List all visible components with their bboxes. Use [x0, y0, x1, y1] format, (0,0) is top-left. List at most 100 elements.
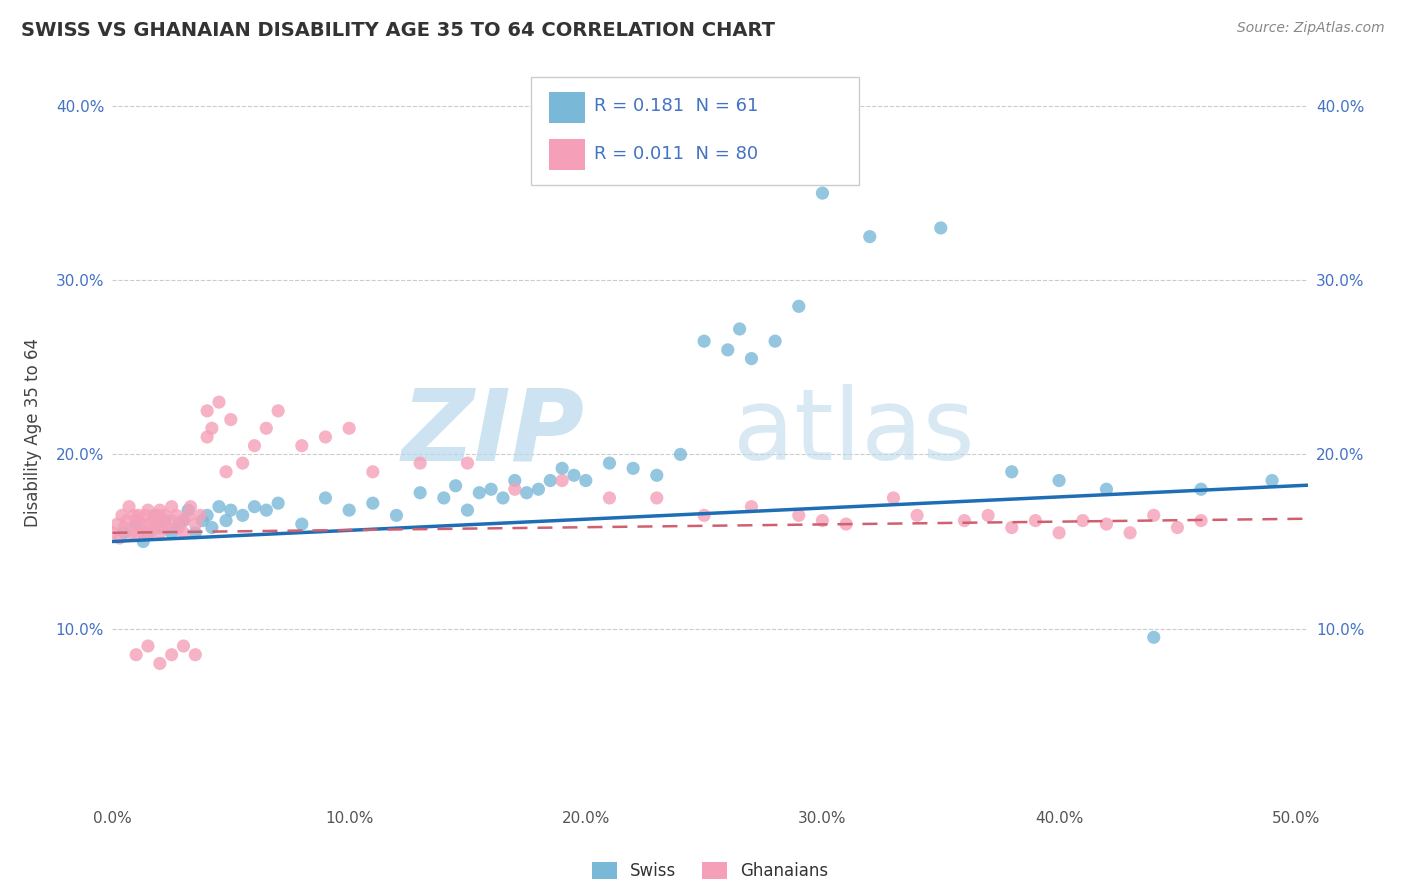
Point	[149, 520, 172, 534]
Point	[125, 517, 148, 532]
Point	[188, 508, 211, 523]
Point	[125, 514, 148, 528]
Legend: Swiss, Ghanaians: Swiss, Ghanaians	[585, 855, 835, 887]
Point	[112, 520, 135, 534]
Point	[645, 491, 668, 505]
Point	[177, 503, 200, 517]
Point	[456, 456, 478, 470]
Point	[149, 657, 172, 671]
Point	[811, 186, 834, 200]
Point	[128, 508, 150, 523]
Point	[150, 517, 173, 532]
Point	[811, 514, 834, 528]
Point	[177, 508, 200, 523]
Point	[208, 500, 231, 514]
Point	[1261, 474, 1284, 488]
Point	[232, 508, 254, 523]
Point	[598, 491, 620, 505]
Point	[267, 404, 290, 418]
Point	[291, 439, 314, 453]
Point	[835, 517, 858, 532]
Point	[195, 430, 218, 444]
Point	[409, 485, 432, 500]
Point	[146, 508, 169, 523]
Point	[136, 525, 159, 540]
Point	[120, 525, 142, 540]
Point	[184, 648, 207, 662]
Point	[361, 496, 384, 510]
Point	[693, 508, 716, 523]
Point	[291, 517, 314, 532]
Point	[859, 229, 882, 244]
Point	[337, 421, 360, 435]
Point	[835, 165, 858, 179]
Point	[409, 456, 432, 470]
Point	[160, 525, 183, 540]
Text: Source: ZipAtlas.com: Source: ZipAtlas.com	[1237, 21, 1385, 35]
Point	[135, 508, 157, 523]
Point	[112, 525, 135, 540]
Point	[172, 525, 194, 540]
Point	[385, 508, 408, 523]
Point	[201, 421, 224, 435]
FancyBboxPatch shape	[531, 78, 859, 185]
Point	[215, 465, 238, 479]
Point	[503, 482, 526, 496]
Point	[1143, 508, 1166, 523]
Point	[172, 514, 194, 528]
Point	[136, 517, 159, 532]
Point	[516, 485, 538, 500]
Point	[172, 514, 194, 528]
Point	[787, 299, 810, 313]
Point	[1047, 525, 1070, 540]
Point	[1189, 482, 1212, 496]
Point	[149, 503, 172, 517]
Point	[219, 503, 242, 517]
Point	[337, 503, 360, 517]
Point	[167, 520, 190, 534]
Point	[314, 430, 336, 444]
Point	[125, 525, 148, 540]
Point	[180, 500, 202, 514]
Point	[669, 447, 692, 461]
Point	[111, 508, 134, 523]
Point	[165, 508, 187, 523]
Point	[125, 648, 148, 662]
Point	[479, 482, 502, 496]
Point	[139, 525, 162, 540]
Point	[1166, 520, 1188, 534]
Point	[740, 351, 762, 366]
Point	[184, 517, 207, 532]
Point	[243, 500, 266, 514]
Point	[105, 517, 128, 532]
Point	[232, 456, 254, 470]
Point	[267, 496, 290, 510]
Text: R = 0.181  N = 61: R = 0.181 N = 61	[595, 97, 758, 115]
Point	[160, 648, 183, 662]
Point	[905, 508, 928, 523]
Point	[882, 491, 904, 505]
Point	[172, 639, 194, 653]
Point	[108, 531, 131, 545]
Point	[129, 517, 152, 532]
Point	[254, 503, 277, 517]
Point	[562, 468, 585, 483]
Point	[1047, 474, 1070, 488]
FancyBboxPatch shape	[548, 92, 585, 123]
Point	[143, 520, 166, 534]
Point	[444, 479, 467, 493]
Point	[118, 500, 141, 514]
Point	[433, 491, 456, 505]
Point	[243, 439, 266, 453]
FancyBboxPatch shape	[548, 138, 585, 169]
Y-axis label: Disability Age 35 to 64: Disability Age 35 to 64	[24, 338, 42, 527]
Text: SWISS VS GHANAIAN DISABILITY AGE 35 TO 64 CORRELATION CHART: SWISS VS GHANAIAN DISABILITY AGE 35 TO 6…	[21, 21, 775, 39]
Point	[191, 514, 214, 528]
Point	[195, 404, 218, 418]
Point	[132, 525, 155, 540]
Point	[492, 491, 515, 505]
Point	[538, 474, 561, 488]
Point	[717, 343, 740, 357]
Point	[132, 534, 155, 549]
Point	[1143, 630, 1166, 644]
